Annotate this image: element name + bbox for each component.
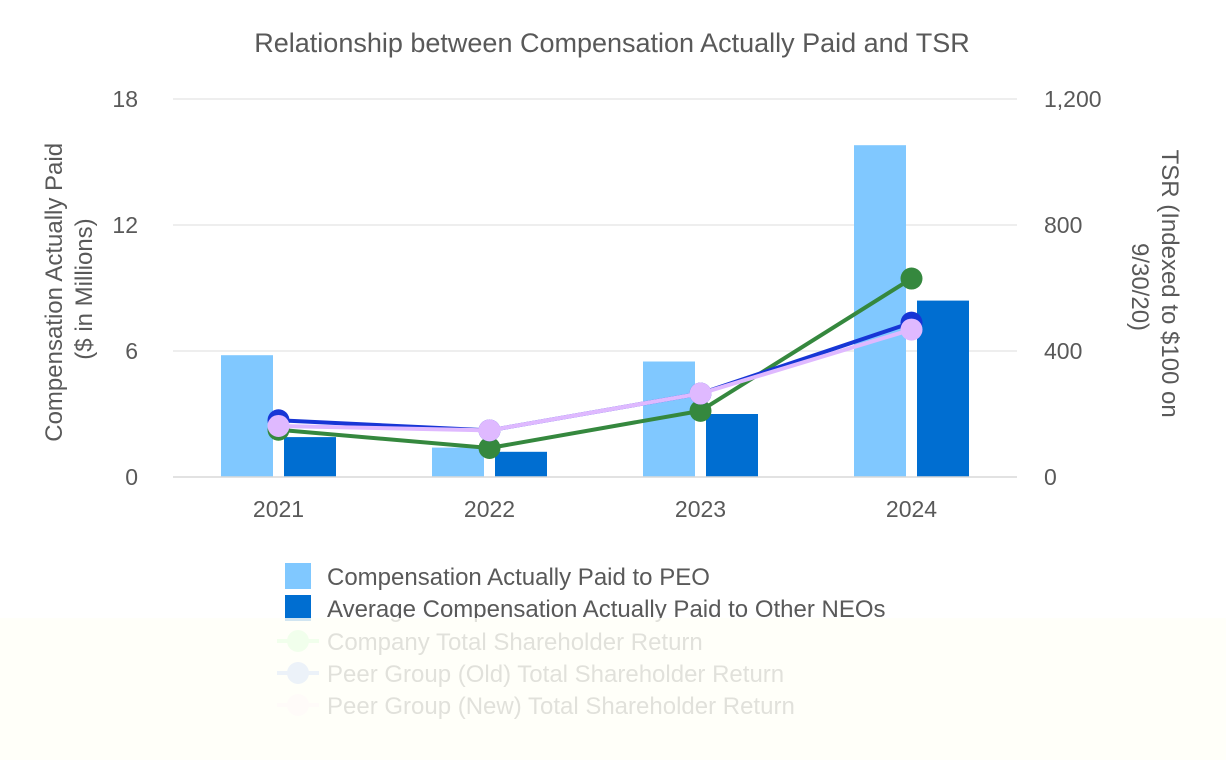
bar-peo — [432, 447, 484, 477]
bar-other-neos — [706, 414, 758, 477]
left-tick-label: 12 — [112, 212, 138, 238]
left-axis-ticks: 0 6 12 18 — [112, 86, 138, 490]
bar-peo — [221, 355, 273, 477]
legend-marker — [287, 694, 309, 716]
left-axis-label-line-1: Compensation Actually Paid — [41, 143, 68, 442]
left-axis-label-line-2: ($ in Millions) — [71, 218, 98, 359]
series-line — [278, 327, 913, 433]
legend-label: Peer Group (Old) Total Shareholder Retur… — [327, 661, 784, 688]
left-tick-label: 6 — [125, 338, 138, 364]
right-tick-label: 400 — [1044, 338, 1082, 364]
series-point — [478, 419, 501, 442]
right-tick-label: 800 — [1044, 212, 1082, 238]
series-point — [267, 414, 290, 437]
series-line — [278, 276, 913, 451]
legend-label: Company Total Shareholder Return — [327, 629, 703, 656]
right-axis-label: TSR (Indexed to $100 on 9/30/20) — [1126, 150, 1183, 425]
line-series-group — [267, 267, 923, 460]
x-tick-label: 2024 — [886, 496, 937, 522]
series-point — [900, 318, 923, 341]
left-axis-label: Compensation Actually Paid ($ in Million… — [41, 136, 98, 442]
bar-other-neos — [917, 300, 969, 477]
series-point — [900, 267, 923, 290]
right-axis-label-line-2: 9/30/20) — [1126, 243, 1153, 331]
legend-label: Average Compensation Actually Paid to Ot… — [327, 596, 886, 623]
series-point — [478, 437, 501, 460]
bar-other-neos — [495, 451, 547, 477]
legend-marker — [287, 630, 309, 652]
x-tick-label: 2022 — [464, 496, 515, 522]
legend-marker — [287, 662, 309, 684]
right-tick-label: 1,200 — [1044, 86, 1102, 112]
left-tick-label: 18 — [112, 86, 138, 112]
chart-title: Relationship between Compensation Actual… — [254, 28, 969, 58]
bar-other-neos — [284, 437, 336, 477]
legend-swatch — [285, 563, 311, 589]
x-axis-ticks: 2021 2022 2023 2024 — [253, 496, 937, 522]
series-point — [689, 382, 712, 405]
legend: Compensation Actually Paid to PEO Average… — [277, 563, 886, 720]
legend-label: Compensation Actually Paid to PEO — [327, 564, 710, 591]
series-point — [689, 399, 712, 422]
right-tick-label: 0 — [1044, 464, 1057, 490]
legend-swatch — [285, 595, 311, 621]
right-axis-label-line-1: TSR (Indexed to $100 on — [1156, 150, 1183, 418]
x-tick-label: 2023 — [675, 496, 726, 522]
x-tick-label: 2021 — [253, 496, 304, 522]
legend-label: Peer Group (New) Total Shareholder Retur… — [327, 693, 795, 720]
right-axis-ticks: 0 400 800 1,200 — [1044, 86, 1102, 490]
left-tick-label: 0 — [125, 464, 138, 490]
